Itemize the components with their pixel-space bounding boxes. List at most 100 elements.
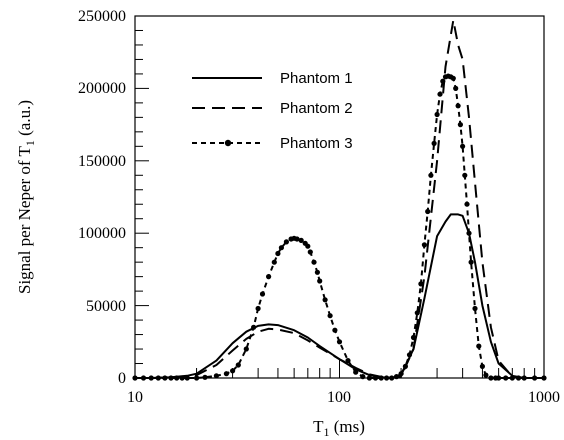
series-point-phantom-3: [283, 239, 289, 245]
series-point-phantom-3: [457, 122, 463, 128]
series-point-phantom-3: [476, 343, 482, 349]
series-point-phantom-3: [140, 375, 147, 381]
y-tick-label-1: 50000: [86, 298, 126, 315]
series-point-phantom-3: [418, 281, 424, 287]
y-tick-label-2: 100000: [78, 225, 126, 242]
x-tick-label-100: 100: [327, 389, 351, 406]
y-tick-label-5: 250000: [78, 8, 126, 25]
series-point-phantom-3: [322, 297, 328, 303]
legend-marker-phantom-3: [224, 139, 232, 147]
series-point-phantom-3: [307, 249, 313, 255]
series-point-phantom-3: [460, 143, 466, 149]
series-point-phantom-3: [271, 259, 277, 265]
series-point-phantom-3: [384, 375, 390, 381]
series-point-phantom-3: [184, 375, 190, 381]
series-layer: [132, 19, 547, 381]
y-axis-title-sub: 1: [23, 140, 37, 146]
series-point-phantom-3: [402, 363, 408, 369]
series-point-phantom-3: [155, 375, 161, 381]
series-point-phantom-3: [372, 375, 379, 381]
series-point-phantom-3: [327, 313, 333, 319]
series-line-phantom-3: [135, 75, 544, 379]
series-point-phantom-3: [425, 208, 431, 215]
series-point-phantom-3: [194, 375, 200, 381]
series-point-phantom-3: [464, 201, 470, 207]
series-point-phantom-3: [311, 259, 317, 265]
series-point-phantom-3: [515, 375, 522, 381]
series-point-phantom-3: [317, 278, 323, 284]
x-axis-title-main: T: [313, 417, 324, 436]
series-point-phantom-3: [440, 78, 446, 84]
y-tick-labels: 0 50000 100000 150000 200000 250000: [78, 8, 126, 387]
series-point-phantom-3: [509, 375, 515, 381]
series-point-phantom-3: [230, 368, 236, 374]
series-point-phantom-3: [462, 172, 468, 178]
x-tick-labels: 10 100 1000: [127, 389, 560, 406]
series-point-phantom-3: [410, 334, 417, 341]
series-point-phantom-3: [532, 375, 538, 381]
series-point-phantom-3: [278, 245, 284, 251]
series-point-phantom-3: [353, 369, 359, 375]
series-point-phantom-3: [431, 140, 437, 146]
y-tick-label-4: 200000: [78, 80, 126, 97]
legend-label-phantom-2: Phantom 2: [280, 100, 353, 117]
series-point-phantom-3: [275, 250, 281, 257]
series-point-phantom-3: [366, 375, 372, 381]
series-point-phantom-3: [398, 371, 404, 377]
x-axis-title-tail: (ms): [329, 417, 364, 436]
series-point-phantom-3: [168, 375, 174, 381]
series-point-phantom-3: [255, 305, 261, 312]
y-axis-title: Signal per Neper of T1 (a.u.): [15, 100, 37, 294]
x-axis-title: T1 (ms): [313, 417, 365, 439]
major-ticks: [134, 15, 545, 379]
legend-label-phantom-1: Phantom 1: [280, 70, 353, 87]
series-point-phantom-3: [483, 372, 489, 378]
series-point-phantom-3: [541, 375, 547, 381]
series-point-phantom-3: [213, 373, 219, 379]
series-point-phantom-3: [314, 269, 320, 275]
series-point-phantom-3: [259, 291, 266, 297]
series-point-phantom-3: [266, 274, 272, 280]
x-tick-label-10: 10: [127, 389, 143, 406]
series-point-phantom-3: [148, 375, 154, 381]
series-point-phantom-3: [421, 242, 427, 248]
y-tick-label-3: 150000: [78, 153, 126, 170]
series-point-phantom-3: [202, 374, 208, 380]
series-point-phantom-3: [332, 327, 338, 333]
series-point-phantom-3: [179, 375, 185, 381]
series-point-phantom-3: [437, 91, 443, 97]
series-point-phantom-3: [406, 352, 413, 358]
series-point-phantom-3: [503, 375, 509, 381]
series-point-phantom-3: [496, 375, 502, 381]
series-line-phantom-1: [135, 213, 544, 379]
series-point-phantom-3: [393, 374, 400, 380]
series-point-phantom-3: [389, 375, 395, 381]
series-point-phantom-3: [174, 375, 180, 381]
series-point-phantom-3: [360, 374, 366, 380]
series-point-phantom-3: [223, 371, 229, 377]
series-point-phantom-3: [414, 310, 420, 316]
series-point-phantom-3: [479, 363, 485, 369]
series-point-phantom-3: [305, 243, 311, 249]
legend-label-phantom-3: Phantom 3: [280, 135, 353, 152]
series-point-phantom-3: [472, 305, 478, 312]
x-tick-label-1000: 1000: [528, 389, 560, 406]
legend: Phantom 1 Phantom 2 Phantom 3: [192, 70, 353, 152]
series-point-phantom-3: [455, 103, 461, 109]
series-point-phantom-3: [162, 375, 168, 381]
series-point-phantom-3: [521, 375, 527, 381]
series-point-phantom-3: [450, 75, 456, 81]
series-point-phantom-3: [336, 339, 343, 345]
y-axis-title-tail: (a.u.): [15, 100, 34, 140]
series-point-phantom-3: [235, 362, 241, 368]
x-axis-title-sub: 1: [323, 425, 329, 439]
series-point-phantom-3: [251, 324, 257, 330]
series-point-phantom-3: [468, 259, 474, 265]
series-point-phantom-3: [488, 375, 494, 381]
series-point-phantom-3: [378, 375, 384, 381]
series-point-phantom-3: [466, 230, 472, 236]
series-point-phantom-3: [345, 358, 351, 364]
y-tick-label-0: 0: [118, 370, 126, 387]
series-point-phantom-3: [132, 375, 138, 381]
